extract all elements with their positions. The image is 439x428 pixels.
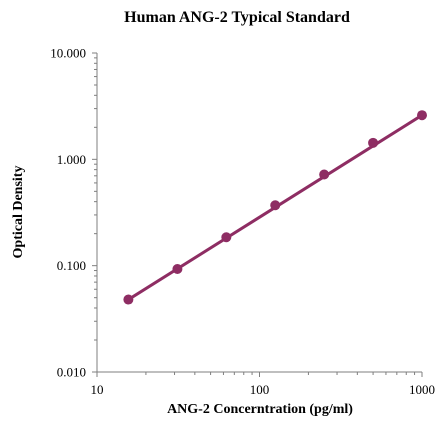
y-tick-label: 10.000 bbox=[50, 46, 86, 61]
chart-title: Human ANG-2 Typical Standard bbox=[124, 9, 350, 26]
y-tick-label: 0.010 bbox=[57, 365, 86, 380]
data-point bbox=[417, 110, 427, 121]
x-tick-label: 100 bbox=[250, 382, 270, 397]
y-tick-label: 1.000 bbox=[57, 152, 86, 167]
data-point bbox=[172, 264, 183, 275]
axes: 10.000 1.000 0.100 0.010 10 100 1000 bbox=[50, 46, 435, 398]
data-point bbox=[221, 232, 232, 243]
plot-area bbox=[123, 110, 427, 305]
data-point bbox=[123, 294, 134, 305]
data-point bbox=[368, 137, 379, 148]
data-point bbox=[270, 200, 281, 211]
x-tick-label: 1000 bbox=[409, 382, 435, 397]
y-tick-label: 0.100 bbox=[57, 258, 86, 273]
x-axis-title: ANG-2 Concerntration (pg/ml) bbox=[167, 402, 353, 417]
x-tick-label: 10 bbox=[91, 382, 104, 397]
y-axis-title: Optical Density bbox=[11, 166, 26, 259]
data-point bbox=[319, 169, 330, 180]
